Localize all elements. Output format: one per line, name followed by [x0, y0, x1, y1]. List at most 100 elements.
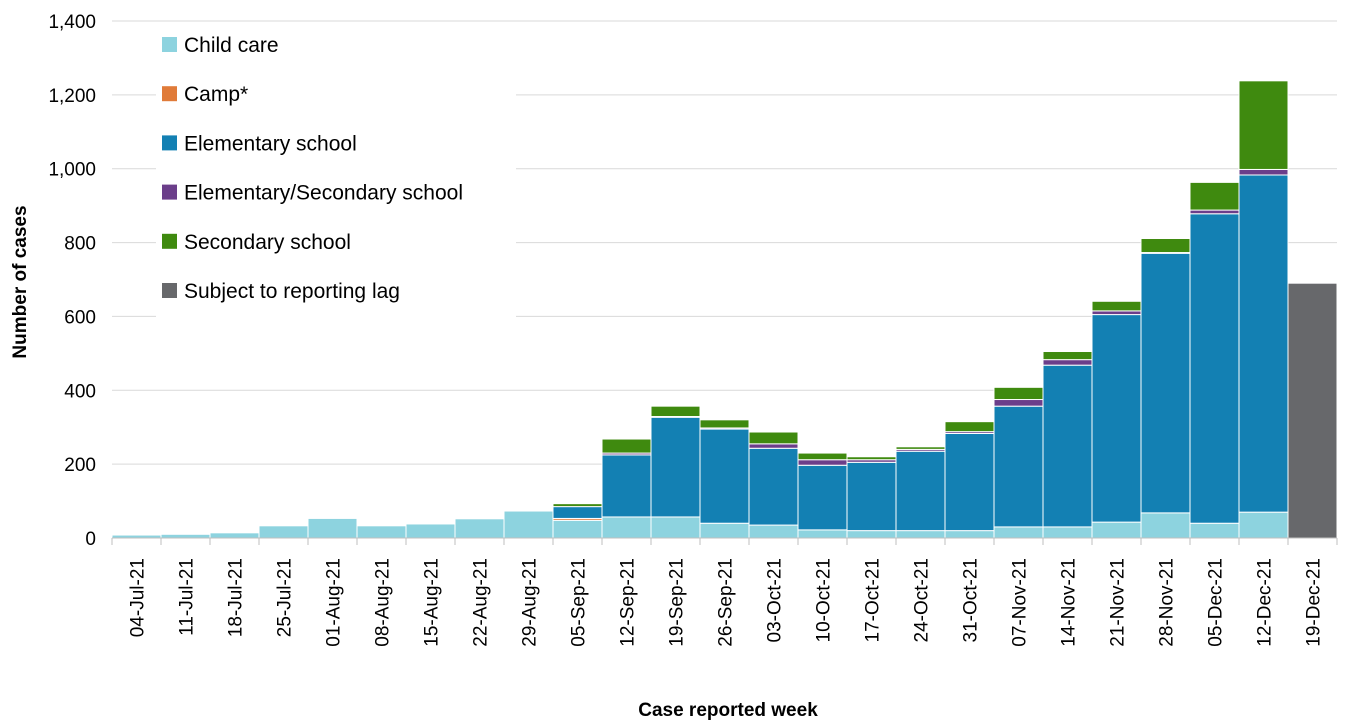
legend-background	[156, 25, 516, 321]
x-tick-label: 04-Jul-21	[128, 558, 149, 637]
bar-segment	[1091, 300, 1142, 312]
bar-segment	[846, 461, 897, 532]
y-tick-label: 200	[64, 455, 96, 476]
bar-segment	[601, 438, 652, 454]
bar-segment	[699, 522, 750, 539]
x-tick-label: 28-Nov-21	[1157, 558, 1178, 647]
bar-segment	[846, 456, 897, 461]
bar-segment	[1091, 310, 1142, 316]
bar-segment	[895, 446, 946, 450]
bar-segment	[944, 432, 995, 532]
bar-segment	[797, 452, 848, 461]
bar-segment	[748, 447, 799, 526]
bar-segment	[1238, 174, 1289, 513]
bar-segment	[601, 454, 652, 518]
x-tick-label: 03-Oct-21	[765, 558, 786, 642]
x-tick-label: 11-Jul-21	[177, 558, 198, 636]
x-tick-label: 18-Jul-21	[226, 558, 247, 637]
x-tick-label: 24-Oct-21	[912, 558, 933, 642]
bar-segment	[650, 405, 701, 418]
legend-swatch	[162, 233, 177, 249]
bar-segment	[258, 525, 309, 539]
bar-segment	[1091, 521, 1142, 539]
bar-segment	[1287, 282, 1338, 539]
legend: Child care Camp* Elementary school Elementa…	[156, 25, 516, 321]
x-tick-label: 05-Sep-21	[569, 558, 590, 647]
legend-swatch	[162, 135, 177, 151]
bar-segment	[993, 386, 1044, 401]
x-tick-label: 12-Dec-21	[1255, 558, 1276, 647]
x-axis-title: Case reported week	[638, 700, 818, 721]
bar-segment	[1189, 522, 1240, 539]
legend-swatch	[162, 184, 177, 200]
bar-segment	[307, 517, 358, 539]
bar-segment	[1189, 181, 1240, 211]
bar-segment	[1238, 168, 1289, 176]
bar-segment	[552, 519, 603, 539]
bar-segment	[1042, 364, 1093, 528]
y-tick-label: 1,000	[48, 160, 96, 181]
x-tick-label: 10-Oct-21	[814, 558, 835, 642]
x-tick-label: 08-Aug-21	[373, 558, 394, 647]
y-tick-label: 1,400	[48, 12, 96, 33]
x-tick-label: 19-Sep-21	[667, 558, 688, 647]
bar-segment	[1091, 314, 1142, 523]
bar-segment	[405, 523, 456, 539]
bar-segment	[748, 443, 799, 449]
bar-segment	[1042, 359, 1093, 366]
bar-segment	[356, 525, 407, 539]
bar-segment	[944, 530, 995, 539]
bar-segment	[503, 510, 554, 539]
bar-segment	[1042, 351, 1093, 361]
x-tick-label: 26-Sep-21	[716, 558, 737, 647]
x-tick-label: 14-Nov-21	[1059, 558, 1080, 647]
x-tick-label: 17-Oct-21	[863, 558, 884, 642]
bar-segment	[1140, 252, 1191, 514]
bar-segment	[552, 503, 603, 508]
bar-segment	[846, 530, 897, 539]
bar-segment	[748, 524, 799, 539]
x-tick-label: 15-Aug-21	[422, 558, 443, 647]
bar-segment	[895, 530, 946, 539]
bar-segment	[1238, 80, 1289, 170]
bars	[111, 80, 1338, 539]
x-tick-label: 01-Aug-21	[324, 558, 345, 647]
bar-segment	[748, 431, 799, 445]
x-tick-label: 31-Oct-21	[961, 558, 982, 642]
bar-segment	[160, 533, 211, 539]
y-tick-label: 1,200	[48, 86, 96, 107]
legend-label: Camp*	[184, 83, 248, 106]
bar-segment	[944, 421, 995, 433]
y-tick-label: 600	[64, 307, 96, 328]
axes: 0 200 400 600 800 1,000 1,200 1,400 04-Jul-21 11-…	[48, 12, 1338, 647]
bar-segment	[1238, 511, 1289, 539]
bar-segment	[993, 405, 1044, 528]
x-tick-label: 19-Dec-21	[1304, 558, 1325, 647]
legend-label: Subject to reporting lag	[184, 280, 400, 303]
bar-segment	[1189, 213, 1240, 524]
legend-label: Secondary school	[184, 231, 351, 254]
x-tick-label: 29-Aug-21	[520, 558, 541, 647]
legend-swatch	[162, 37, 177, 52]
legend-swatch	[162, 283, 177, 298]
bar-segment	[797, 464, 848, 531]
x-tick-label: 07-Nov-21	[1010, 558, 1031, 647]
legend-label: Elementary/Secondary school	[184, 182, 463, 205]
x-tick-label: 25-Jul-21	[275, 558, 296, 637]
bar-segment	[650, 416, 701, 518]
bar-segment	[1042, 526, 1093, 539]
bar-segment	[454, 518, 505, 539]
y-axis-title: Number of cases	[10, 205, 31, 358]
legend-label: Elementary school	[184, 132, 357, 155]
bar-segment	[699, 419, 750, 429]
y-tick-label: 800	[64, 234, 96, 255]
legend-label: Child care	[184, 34, 279, 57]
x-tick-label: 21-Nov-21	[1108, 558, 1129, 647]
bar-segment	[895, 450, 946, 532]
x-tick-label: 05-Dec-21	[1206, 558, 1227, 647]
x-tick-label: 22-Aug-21	[471, 558, 492, 647]
bar-segment	[1140, 512, 1191, 539]
bar-segment	[797, 529, 848, 539]
bar-segment	[1189, 209, 1240, 215]
